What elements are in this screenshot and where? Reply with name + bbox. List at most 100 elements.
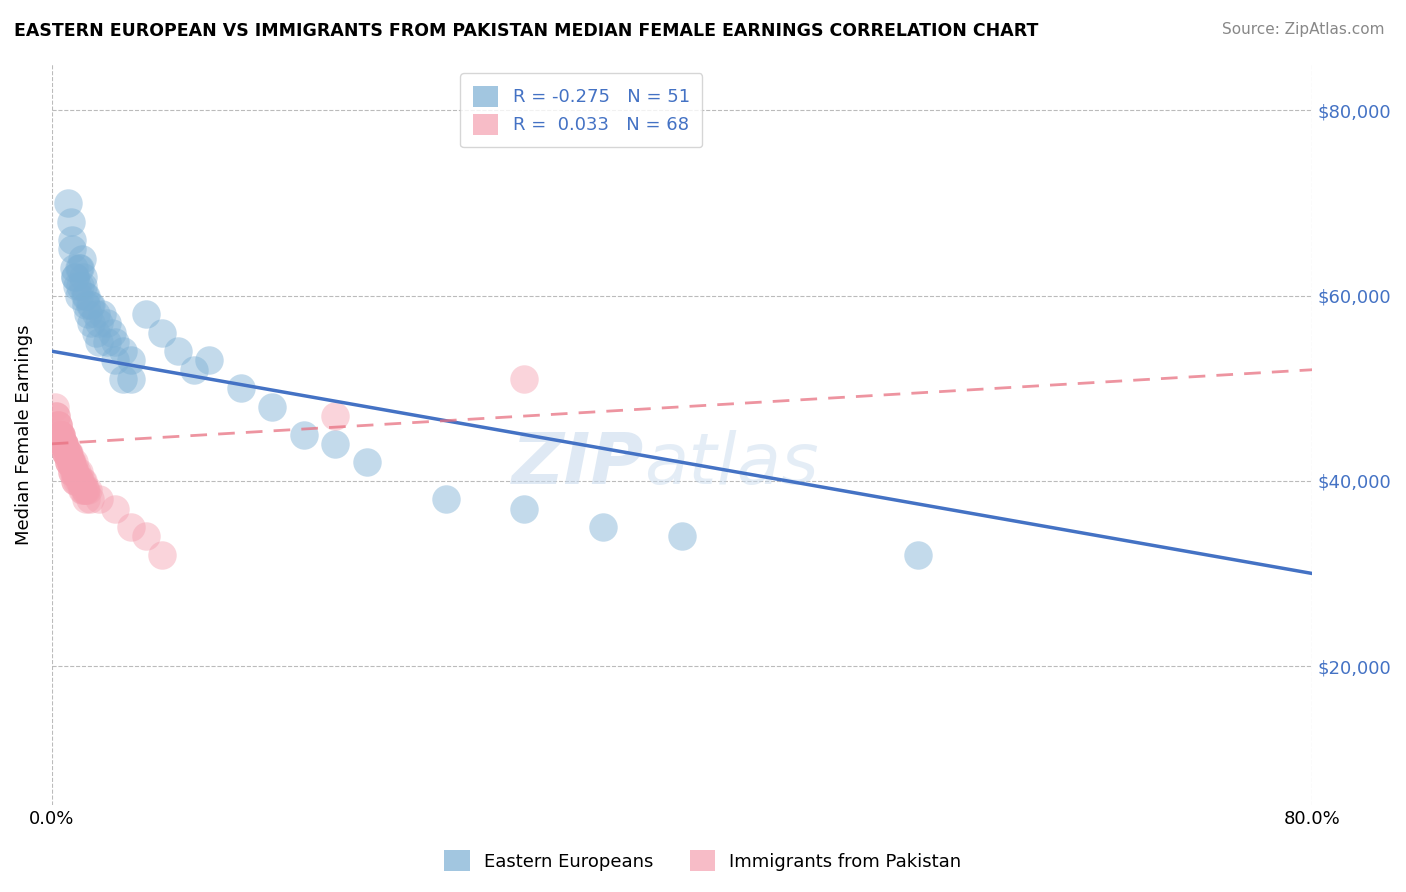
Point [58,455,80,469]
Point [77,307,100,321]
Point [325,409,347,423]
Point [87,317,110,331]
Point [79,298,101,312]
Point [56,446,79,460]
Point [48,427,70,442]
Point [87,492,110,507]
Point [59,455,82,469]
Point [84,307,107,321]
Point [52,437,75,451]
Point [59,455,82,469]
Point [69,474,91,488]
Point [67,288,90,302]
Point [58,455,80,469]
Point [67,260,90,275]
Point [58,446,80,460]
Point [91,307,114,321]
Point [75,298,97,312]
Point [60,465,83,479]
Point [73,483,96,497]
Point [150,326,173,340]
Point [104,334,127,349]
Point [55,446,77,460]
Point [198,353,221,368]
Point [60,243,83,257]
Point [183,362,205,376]
Point [69,474,91,488]
Point [62,465,84,479]
Y-axis label: Median Female Earnings: Median Female Earnings [15,325,32,545]
Point [135,529,157,543]
Point [69,260,91,275]
Point [513,501,536,516]
Point [65,474,87,488]
Point [62,260,84,275]
Point [120,372,142,386]
Legend: R = -0.275   N = 51, R =  0.033   N = 68: R = -0.275 N = 51, R = 0.033 N = 68 [460,73,702,147]
Point [292,427,315,442]
Point [60,455,83,469]
Point [59,455,82,469]
Point [55,446,77,460]
Point [111,372,134,386]
Point [66,465,89,479]
Point [65,465,87,479]
Point [100,326,122,340]
Point [56,446,79,460]
Point [70,483,93,497]
Point [325,437,347,451]
Point [60,465,83,479]
Point [907,548,929,562]
Point [80,317,103,331]
Point [46,418,69,433]
Point [72,474,94,488]
Point [104,501,127,516]
Point [51,427,73,442]
Point [104,353,127,368]
Legend: Eastern Europeans, Immigrants from Pakistan: Eastern Europeans, Immigrants from Pakis… [437,843,969,879]
Point [51,427,73,442]
Point [46,418,69,433]
Point [59,455,82,469]
Point [75,483,97,497]
Point [135,307,157,321]
Point [120,520,142,534]
Point [65,474,87,488]
Point [229,381,252,395]
Point [56,446,79,460]
Point [55,446,77,460]
Point [65,270,87,285]
Point [56,446,79,460]
Point [67,474,90,488]
Point [150,548,173,562]
Text: atlas: atlas [644,430,818,499]
Text: Source: ZipAtlas.com: Source: ZipAtlas.com [1222,22,1385,37]
Point [53,437,76,451]
Point [65,465,87,479]
Point [52,437,75,451]
Point [66,474,89,488]
Point [65,270,87,285]
Point [80,298,103,312]
Point [70,252,93,266]
Point [48,427,70,442]
Point [72,279,94,293]
Point [46,418,69,433]
Point [671,529,693,543]
Text: ZIP: ZIP [512,430,644,499]
Point [51,427,73,442]
Point [45,409,67,423]
Point [75,492,97,507]
Point [356,455,378,469]
Point [62,465,84,479]
Point [434,492,457,507]
Point [84,326,107,340]
Point [73,288,96,302]
Point [66,279,89,293]
Point [262,400,284,414]
Point [44,400,66,414]
Point [52,437,75,451]
Point [111,344,134,359]
Point [73,483,96,497]
Point [53,437,76,451]
